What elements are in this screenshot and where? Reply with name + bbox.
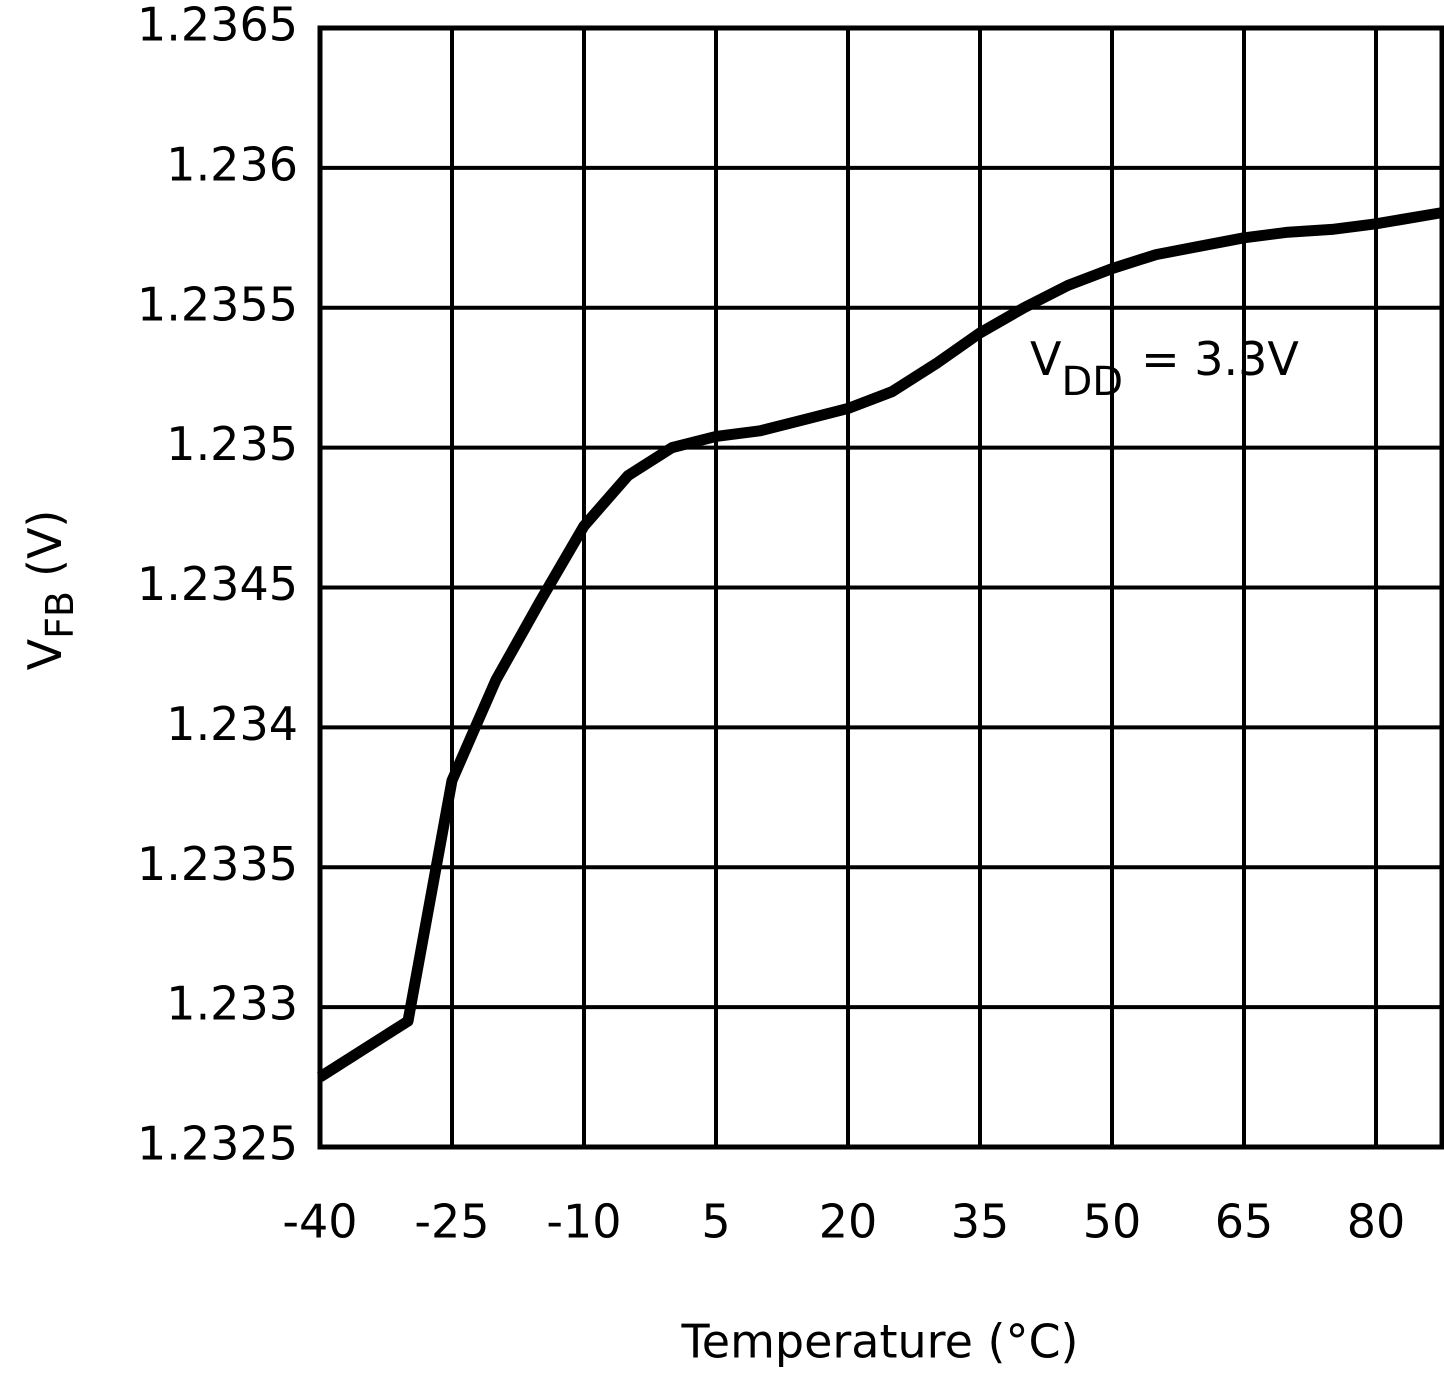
y-tick-label: 1.2325 xyxy=(137,1117,298,1171)
x-tick-label: -10 xyxy=(546,1195,621,1249)
x-tick-label: -25 xyxy=(414,1195,489,1249)
annotation: VDD = 3.3V xyxy=(1030,332,1299,406)
x-tick-label: 80 xyxy=(1347,1195,1406,1249)
annotation-rest: = 3.3V xyxy=(1141,332,1299,386)
x-tick-label: 35 xyxy=(951,1195,1010,1249)
annotation-main: V xyxy=(1030,332,1062,386)
y-tick-label: 1.233 xyxy=(166,977,298,1031)
y-tick-label: 1.2365 xyxy=(137,0,298,52)
y-tick-label: 1.2345 xyxy=(137,557,298,611)
y-tick-label: 1.236 xyxy=(166,137,298,191)
x-tick-label: 65 xyxy=(1215,1195,1274,1249)
y-label-sub: FB xyxy=(38,591,82,639)
y-tick-label: 1.2355 xyxy=(137,277,298,331)
x-axis-label: Temperature (°C) xyxy=(680,1315,1078,1369)
x-tick-label: 20 xyxy=(819,1195,878,1249)
y-tick-label: 1.2335 xyxy=(137,837,298,891)
plot-frame xyxy=(317,25,1444,1150)
x-tick-label: 5 xyxy=(701,1195,730,1249)
y-tick-label: 1.234 xyxy=(166,697,298,751)
y-tick-label: 1.235 xyxy=(166,417,298,471)
y-label-main: V xyxy=(18,638,72,670)
data-line xyxy=(317,207,1443,1082)
y-label-unit: (V) xyxy=(18,510,72,577)
x-tick-label: 50 xyxy=(1083,1195,1142,1249)
x-tick-label: -40 xyxy=(282,1195,357,1249)
y-axis-label: VFB (V) xyxy=(18,510,82,671)
